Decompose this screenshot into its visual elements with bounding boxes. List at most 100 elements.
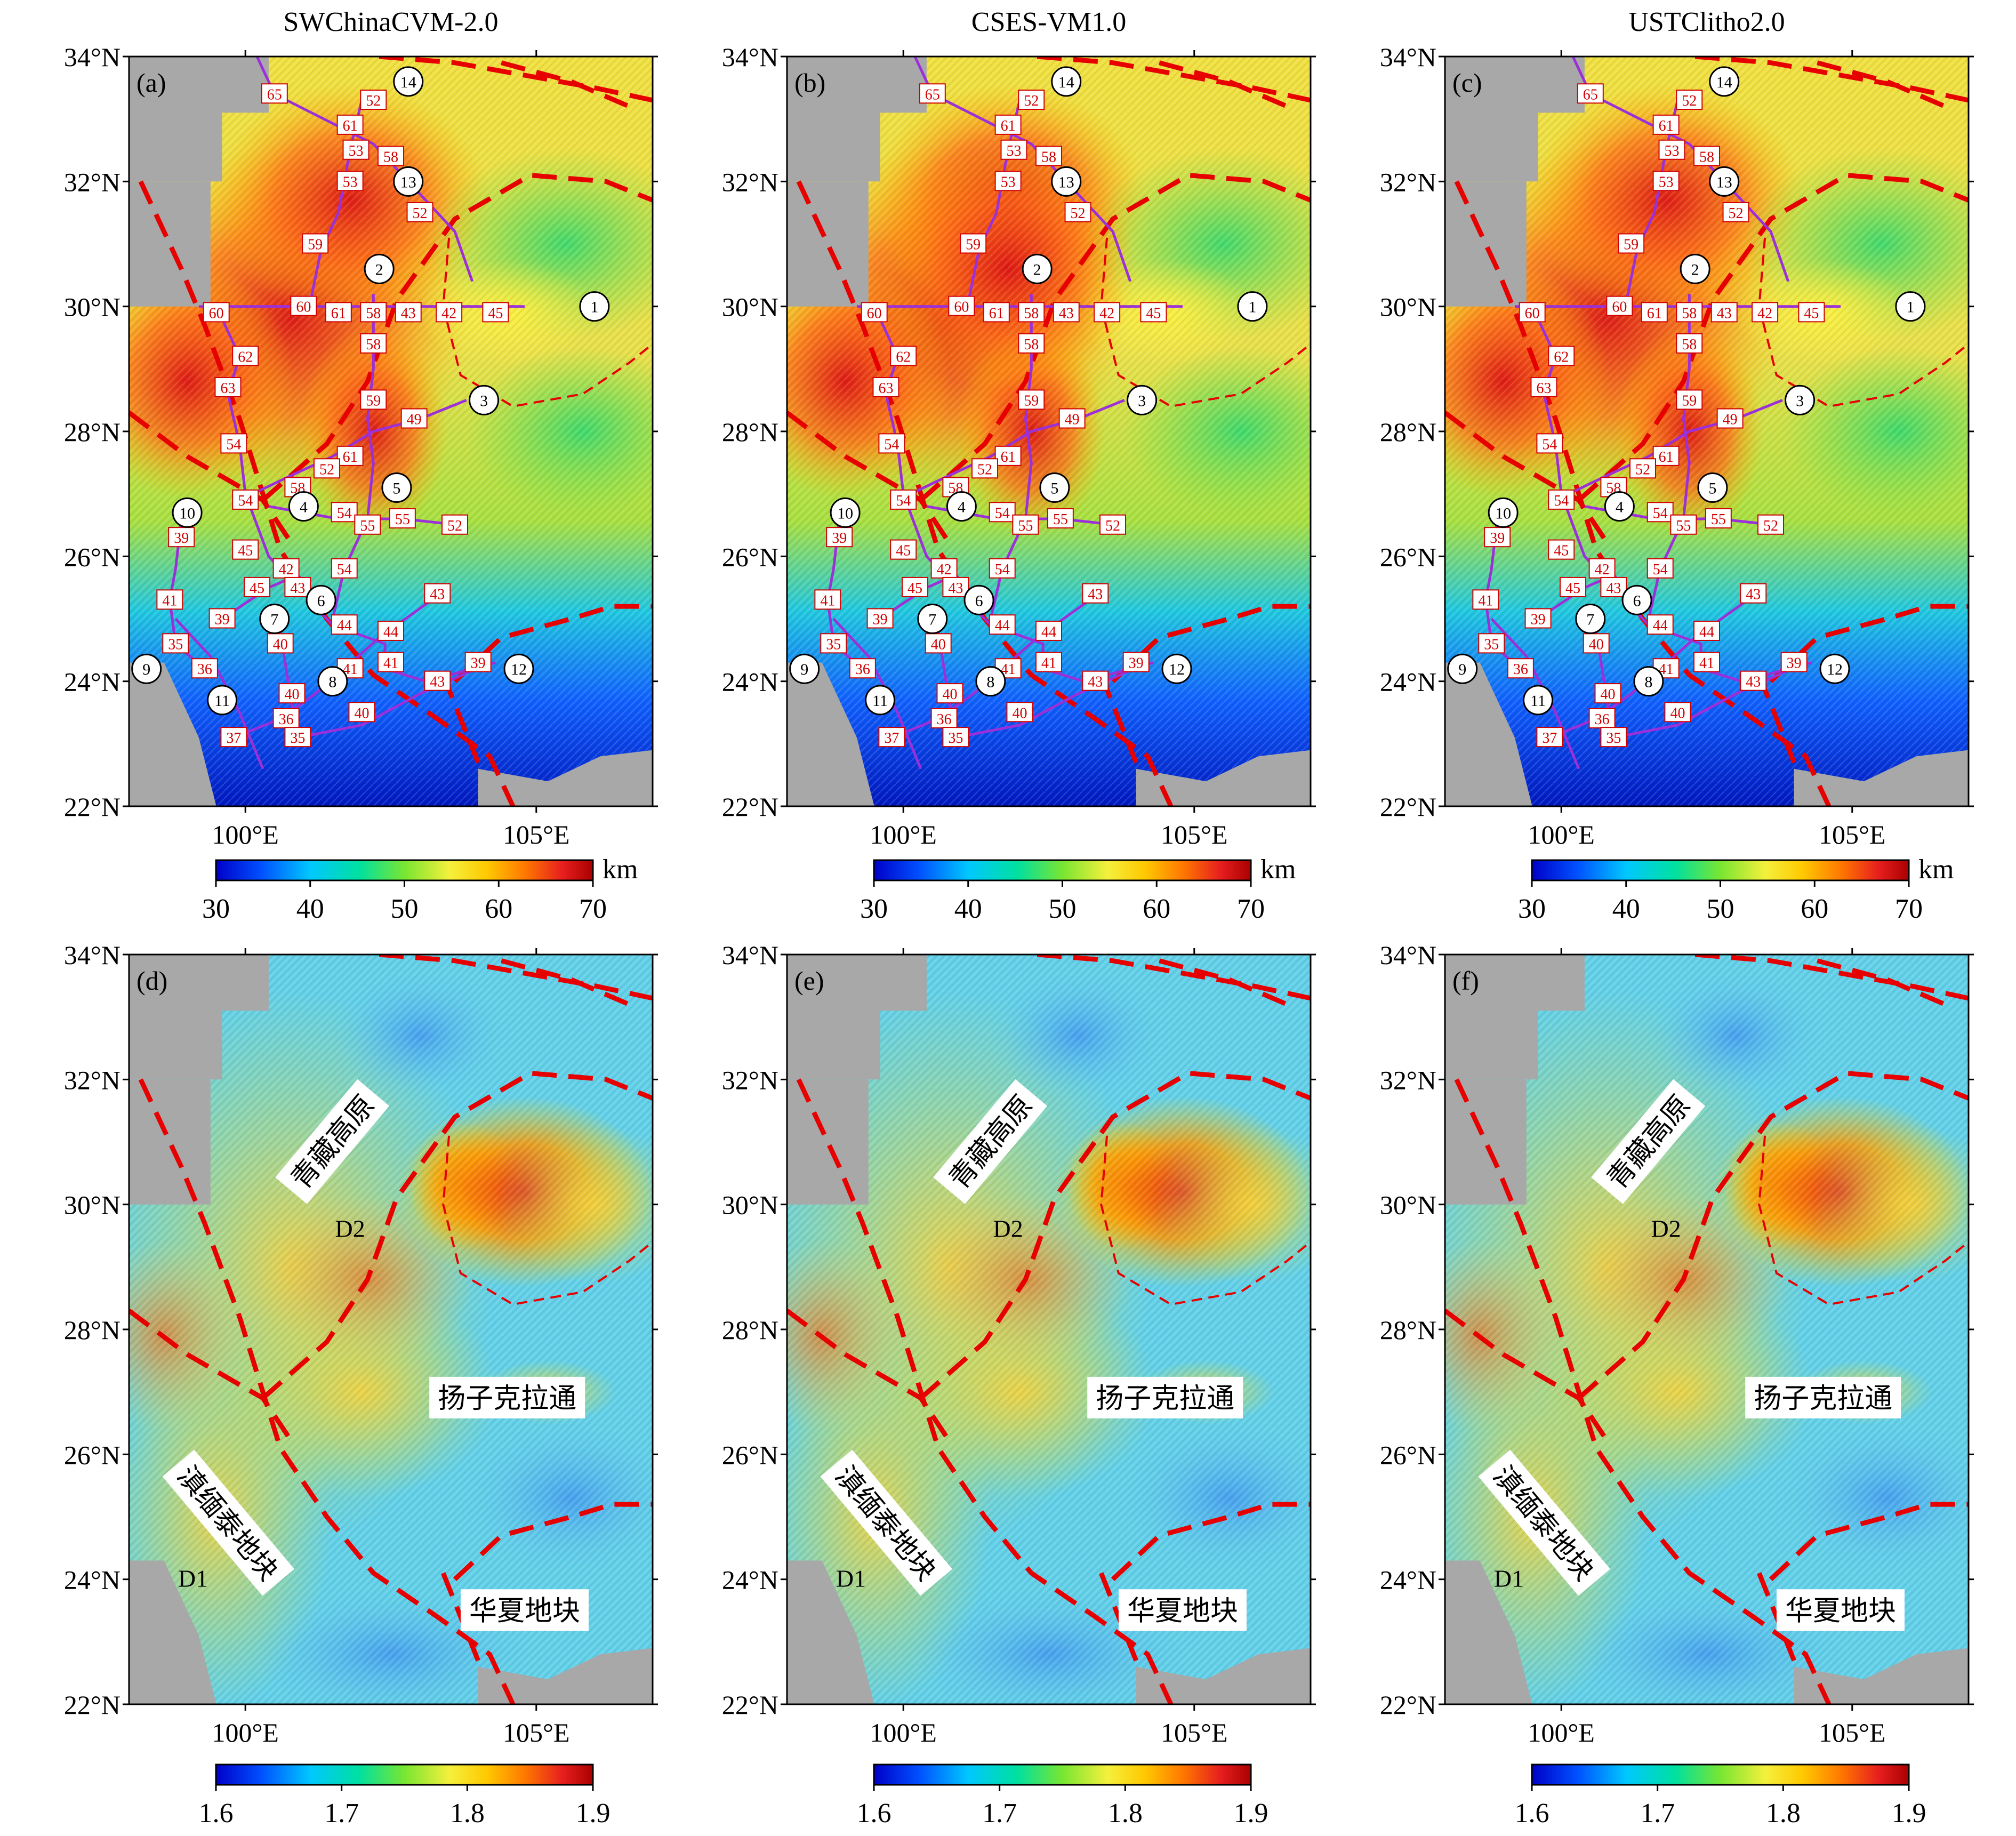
svg-text:7: 7 [928, 611, 936, 629]
fault-line [787, 1309, 952, 1444]
svg-text:54: 54 [896, 493, 911, 509]
panel-letter: (c) [1452, 68, 1482, 98]
svg-text:5: 5 [392, 479, 400, 497]
svg-text:52: 52 [447, 518, 462, 534]
depth-value-label: 61 [325, 302, 352, 323]
profile-line [1555, 399, 1783, 502]
svg-text:36: 36 [279, 711, 294, 728]
lat-tick-label: 28°N [1380, 1315, 1436, 1345]
svg-text:60: 60 [1612, 299, 1627, 316]
svg-text:35: 35 [826, 636, 841, 653]
svg-text:40: 40 [354, 705, 369, 721]
svg-text:35: 35 [168, 636, 183, 653]
depth-value-label: 39 [1484, 527, 1511, 548]
profile-marker: 4 [1604, 491, 1635, 522]
lat-tick-label: 22°N [1380, 1690, 1436, 1720]
lat-tick-label: 34°N [64, 42, 121, 72]
svg-text:49: 49 [1723, 412, 1738, 428]
depth-value-label: 49 [1716, 408, 1744, 429]
fault-line [501, 958, 631, 1007]
svg-text:41: 41 [383, 655, 398, 672]
depth-value-label: 52 [1722, 202, 1749, 222]
depth-value-label: 36 [191, 658, 218, 679]
depth-value-label: 59 [302, 233, 329, 254]
lat-tick-label: 26°N [64, 542, 121, 572]
depth-value-label: 62 [890, 346, 917, 366]
svg-text:45: 45 [907, 580, 922, 597]
fault-line [1817, 958, 1947, 1007]
fault-line [919, 172, 1311, 502]
profile-marker: 13 [1709, 166, 1740, 197]
svg-text:44: 44 [1699, 624, 1714, 640]
terrain-mask [129, 181, 211, 307]
depth-value-label: 39 [866, 608, 894, 629]
profile-marker: 5 [381, 472, 412, 503]
svg-text:40: 40 [943, 686, 958, 703]
depth-value-label: 42 [1752, 302, 1779, 323]
depth-value-label: 45 [890, 539, 917, 560]
fault-line [453, 1502, 653, 1581]
svg-text:43: 43 [1717, 305, 1732, 322]
svg-text:60: 60 [1525, 305, 1540, 322]
fault-line [1694, 57, 1969, 103]
depth-value-label: 54 [331, 558, 358, 579]
depth-value-label: 41 [1035, 652, 1062, 672]
svg-text:14: 14 [1716, 74, 1732, 91]
depth-value-label: 54 [890, 489, 917, 510]
svg-text:45: 45 [250, 580, 264, 597]
lon-tick-label: 100°E [870, 820, 937, 849]
profile-marker: 8 [317, 666, 348, 697]
colorbar-tick-label: 1.7 [1640, 1798, 1675, 1829]
shaded-relief [1445, 955, 1969, 1704]
svg-text:43: 43 [1746, 587, 1761, 603]
depth-value-label: 35 [820, 633, 847, 654]
domain-label: D2 [1651, 1215, 1681, 1242]
profile-line [239, 399, 467, 502]
shaded-relief [129, 955, 653, 1704]
svg-text:37: 37 [226, 730, 241, 747]
svg-text:53: 53 [349, 143, 364, 159]
fault-line [1159, 958, 1289, 1007]
terrain-mask [787, 955, 927, 1080]
svg-text:扬子克拉通: 扬子克拉通 [1096, 1384, 1234, 1414]
svg-text:43: 43 [1606, 580, 1621, 597]
depth-value-label: 55 [389, 508, 416, 529]
domain-label: D1 [836, 1565, 866, 1592]
svg-text:D1: D1 [178, 1565, 208, 1592]
svg-text:49: 49 [1065, 412, 1080, 428]
lat-tick-label: 32°N [1380, 1065, 1436, 1095]
svg-text:43: 43 [401, 305, 416, 322]
svg-text:39: 39 [174, 530, 189, 547]
profile-marker: 11 [1523, 685, 1554, 716]
svg-text:1: 1 [590, 299, 598, 316]
svg-text:42: 42 [937, 562, 952, 578]
depth-value-label: 52 [1099, 514, 1127, 535]
terrain-mask [478, 1648, 653, 1704]
depth-value-label: 36 [1588, 708, 1616, 728]
svg-text:54: 54 [337, 562, 352, 578]
profile-marker: 1 [579, 291, 610, 322]
profile-marker: 3 [1127, 384, 1158, 415]
svg-text:10: 10 [1495, 504, 1511, 522]
depth-value-label: 37 [1536, 727, 1563, 748]
profile-marker: 6 [306, 584, 336, 615]
lat-tick-label: 26°N [64, 1440, 121, 1470]
svg-text:43: 43 [430, 587, 445, 603]
svg-text:9: 9 [1458, 661, 1466, 678]
svg-text:6: 6 [975, 592, 983, 610]
depth-value-label: 45 [902, 576, 929, 597]
fault-line [1445, 411, 1610, 546]
lat-tick-label: 28°N [722, 1315, 778, 1345]
lat-tick-label: 32°N [722, 167, 778, 197]
tectonic-unit-label: 扬子克拉通 [1745, 1376, 1901, 1418]
depth-value-label: 44 [1646, 614, 1674, 635]
svg-text:35: 35 [290, 730, 305, 747]
svg-text:60: 60 [209, 305, 224, 322]
colorbar-tick-label: 1.9 [576, 1798, 611, 1829]
svg-text:43: 43 [1088, 587, 1103, 603]
svg-text:53: 53 [1665, 143, 1680, 159]
colorbar-tick-label: 50 [391, 894, 419, 924]
svg-text:2: 2 [1033, 261, 1041, 278]
